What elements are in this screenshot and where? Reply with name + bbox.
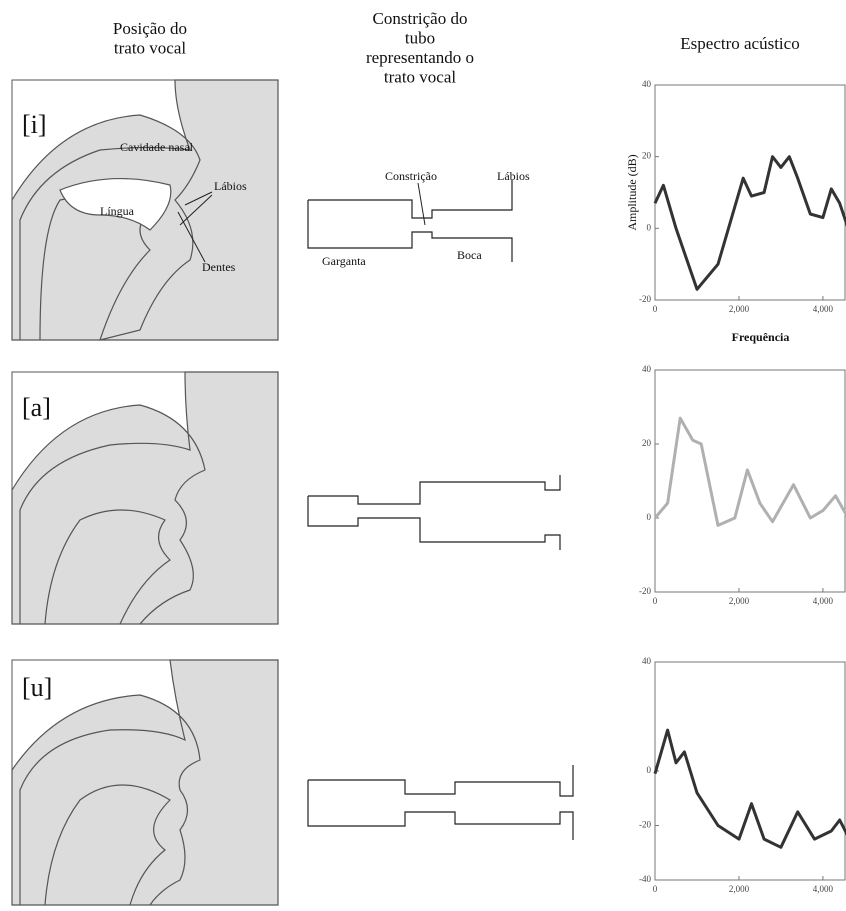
tract-label: Lábios	[214, 179, 247, 193]
x-tick-label: 2,000	[729, 304, 750, 314]
spectrum-line	[655, 730, 846, 847]
tube-label: Garganta	[322, 254, 366, 268]
tube-label: Constrição	[385, 169, 437, 183]
x-axis-label: Frequência	[732, 330, 790, 344]
y-tick-label: -20	[639, 586, 651, 596]
tract-label: Cavidade nasal	[120, 140, 194, 154]
pointer	[418, 183, 425, 225]
tract-a	[12, 372, 278, 624]
x-tick-label: 0	[653, 304, 658, 314]
y-tick-label: 0	[647, 512, 652, 522]
plot-frame	[655, 662, 845, 880]
y-tick-label: 0	[647, 765, 652, 775]
tube-label: Lábios	[497, 169, 530, 183]
vowel-label: [a]	[22, 393, 51, 422]
tract-label: Dentes	[202, 260, 236, 274]
y-tick-label: 20	[642, 438, 652, 448]
y-tick-label: 40	[642, 364, 652, 374]
vowel-label: [i]	[22, 110, 47, 139]
tube-a	[308, 475, 560, 550]
y-tick-label: 40	[642, 656, 652, 666]
tract-label: Língua	[100, 204, 135, 218]
y-tick-label: -40	[639, 874, 651, 884]
y-tick-label: 20	[642, 151, 652, 161]
x-tick-label: 2,000	[729, 884, 750, 894]
x-tick-label: 4,000	[813, 304, 834, 314]
y-tick-label: -20	[639, 820, 651, 830]
spectrum-line	[655, 157, 846, 290]
x-tick-label: 4,000	[813, 884, 834, 894]
x-tick-label: 2,000	[729, 596, 750, 606]
y-tick-label: 0	[647, 222, 652, 232]
y-tick-label: -20	[639, 294, 651, 304]
vowel-label: [u]	[22, 673, 52, 702]
tract-i	[12, 80, 278, 340]
x-tick-label: 4,000	[813, 596, 834, 606]
figure: Posição dotrato vocal Constrição dotubor…	[0, 0, 846, 911]
y-tick-label: 40	[642, 79, 652, 89]
x-tick-label: 0	[653, 596, 658, 606]
tube-label: Boca	[457, 248, 482, 262]
heading: Espectro acústico	[680, 34, 799, 53]
tube-u	[308, 765, 573, 840]
spectrum-line	[655, 418, 846, 525]
x-tick-label: 0	[653, 884, 658, 894]
y-axis-label: Amplitude (dB)	[625, 154, 639, 230]
